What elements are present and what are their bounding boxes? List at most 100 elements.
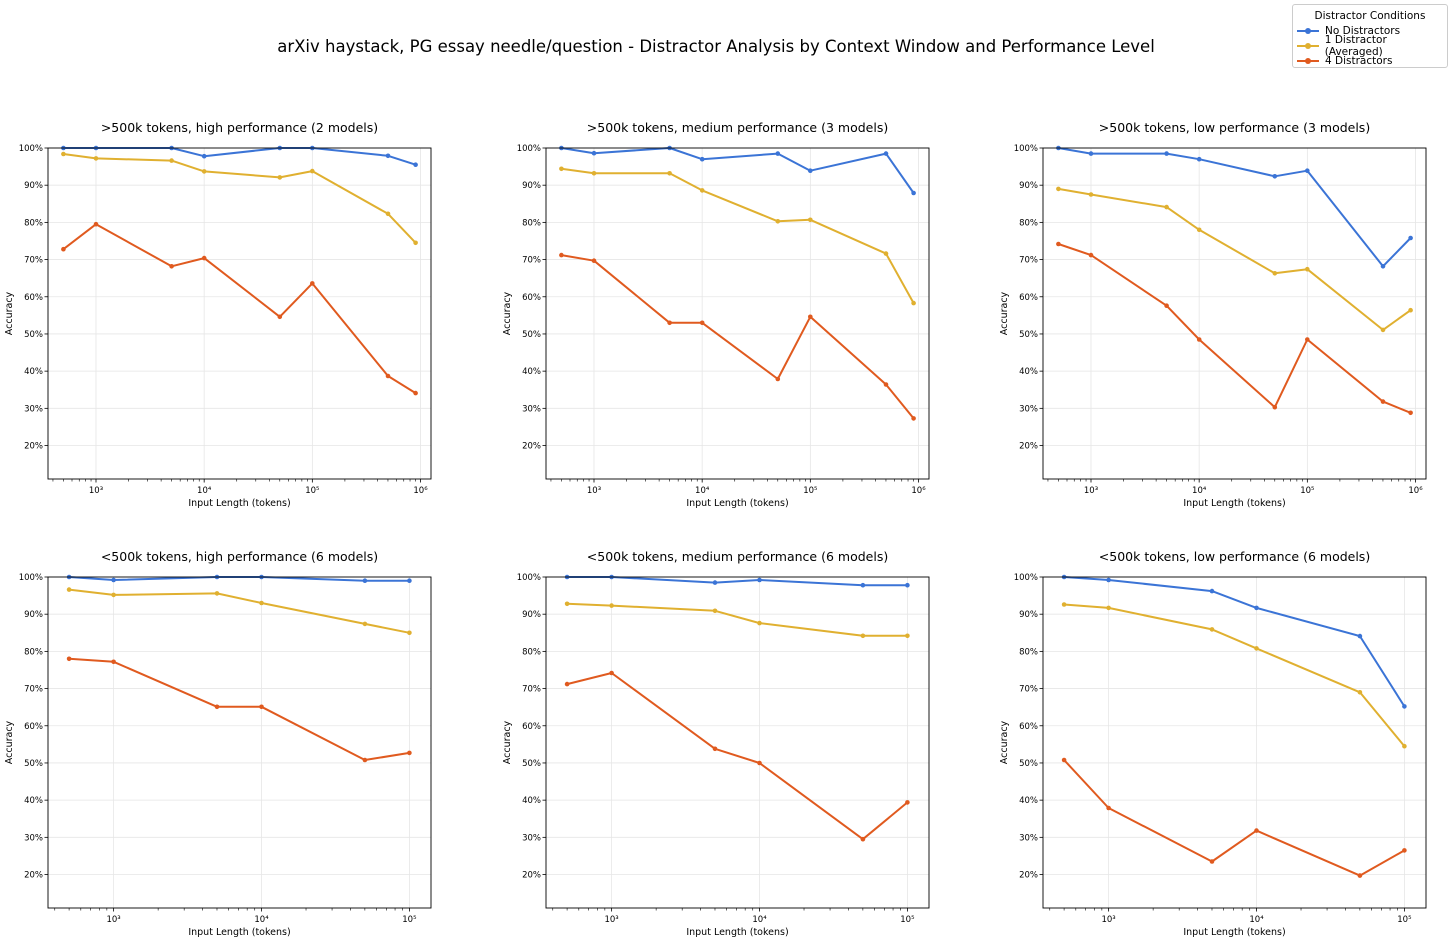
y-tick-label: 70% xyxy=(522,256,541,266)
y-axis-label: Accuracy xyxy=(4,291,15,335)
y-tick-label: 100% xyxy=(1014,573,1038,583)
y-tick-label: 50% xyxy=(522,330,541,340)
x-axis-label: Input Length (tokens) xyxy=(686,927,788,938)
series-line-4-distractors xyxy=(1063,759,1405,877)
data-point-no-distractors xyxy=(1402,704,1407,709)
data-point-4-distractors xyxy=(201,255,207,261)
data-point-4-distractors xyxy=(905,800,910,805)
data-point-1-distractor-averaged xyxy=(1056,186,1061,192)
legend-item-no-distractors: No Distractors xyxy=(1293,23,1447,38)
y-tick-label: 40% xyxy=(1019,796,1038,806)
data-point-1-distractor-averaged xyxy=(61,151,66,157)
data-point-1-distractor-averaged xyxy=(1254,646,1259,651)
y-axis-label: Accuracy xyxy=(4,720,15,764)
data-point-no-distractors xyxy=(712,580,718,585)
series-line-1-distractor-averaged xyxy=(68,588,410,634)
y-tick-label: 50% xyxy=(1019,759,1038,769)
data-point-4-distractors xyxy=(757,760,762,766)
data-point-4-distractors xyxy=(699,320,705,326)
y-tick-label: 20% xyxy=(522,871,541,881)
y-tick-label: 90% xyxy=(1019,610,1038,620)
y-tick-label: 50% xyxy=(522,759,541,769)
y-axis-label: Accuracy xyxy=(502,291,513,335)
data-point-4-distractors xyxy=(559,252,564,258)
y-axis-label: Accuracy xyxy=(999,720,1010,764)
y-tick-label: 60% xyxy=(1019,293,1038,303)
y-tick-label: 20% xyxy=(522,442,541,452)
y-tick-label: 100% xyxy=(517,573,541,583)
y-tick-label: 90% xyxy=(522,610,541,620)
data-point-4-distractors xyxy=(61,246,66,252)
chart-panel-5: <500k tokens, medium performance (6 mode… xyxy=(502,549,930,938)
data-point-1-distractor-averaged xyxy=(413,240,418,246)
y-tick-label: 40% xyxy=(522,367,541,377)
y-tick-label: 30% xyxy=(24,833,43,843)
data-point-4-distractors xyxy=(259,704,264,710)
data-point-1-distractor-averaged xyxy=(362,621,368,627)
data-point-no-distractors xyxy=(1305,168,1310,173)
y-tick-label: 50% xyxy=(1019,330,1038,340)
legend-swatch-no-distractors xyxy=(1297,26,1319,36)
y-tick-label: 70% xyxy=(1019,256,1038,266)
x-tick-label: 10⁵ xyxy=(402,915,416,925)
data-point-no-distractors xyxy=(1209,588,1215,594)
data-point-no-distractors xyxy=(1380,264,1386,269)
data-point-no-distractors xyxy=(1408,235,1413,241)
data-point-4-distractors xyxy=(564,681,570,687)
chart-title: <500k tokens, high performance (6 models… xyxy=(101,549,378,564)
data-point-no-distractors xyxy=(362,578,368,583)
data-point-1-distractor-averaged xyxy=(201,169,207,174)
series-line-1-distractor-averaged xyxy=(1064,603,1406,747)
data-point-1-distractor-averaged xyxy=(564,601,570,607)
legend-title: Distractor Conditions xyxy=(1314,10,1426,22)
series-line-4-distractors xyxy=(62,223,417,394)
data-point-1-distractor-averaged xyxy=(591,171,597,176)
x-tick-label: 10³ xyxy=(1084,486,1098,496)
x-tick-label: 10⁵ xyxy=(305,486,319,496)
x-axis-label: Input Length (tokens) xyxy=(1183,498,1285,509)
plot-frame xyxy=(47,147,432,480)
legend-label-no-distractors: No Distractors xyxy=(1325,24,1401,37)
data-point-4-distractors xyxy=(1380,399,1386,404)
chart-panel-3: >500k tokens, low performance (3 models)… xyxy=(999,120,1427,509)
chart-panel-1: >500k tokens, high performance (2 models… xyxy=(4,120,432,509)
x-tick-label: 10⁴ xyxy=(254,915,269,925)
x-tick-label: 10⁶ xyxy=(911,486,926,496)
data-point-no-distractors xyxy=(905,582,910,588)
y-tick-label: 30% xyxy=(24,404,43,414)
data-point-4-distractors xyxy=(277,314,283,320)
data-point-1-distractor-averaged xyxy=(385,211,391,217)
data-point-no-distractors xyxy=(591,150,597,156)
data-point-4-distractors xyxy=(1254,828,1259,833)
data-point-1-distractor-averaged xyxy=(1380,327,1386,333)
data-point-4-distractors xyxy=(911,416,916,421)
data-point-1-distractor-averaged xyxy=(310,168,315,174)
data-point-1-distractor-averaged xyxy=(808,217,813,223)
y-axis-label: Accuracy xyxy=(999,291,1010,335)
y-tick-label: 70% xyxy=(24,685,43,695)
legend-label-1-distractor: 1 Distractor (Averaged) xyxy=(1324,33,1387,58)
x-tick-label: 10⁴ xyxy=(197,486,212,496)
plot-frame xyxy=(545,147,930,480)
data-point-no-distractors xyxy=(407,578,412,583)
y-tick-label: 40% xyxy=(24,796,43,806)
data-point-no-distractors xyxy=(808,168,813,173)
data-point-1-distractor-averaged xyxy=(1305,266,1310,272)
y-tick-label: 100% xyxy=(517,144,541,154)
chart-title: >500k tokens, medium performance (3 mode… xyxy=(587,120,888,135)
series-line-1-distractor-averaged xyxy=(1058,187,1412,331)
y-axis-label: Accuracy xyxy=(502,720,513,764)
plot-frame xyxy=(1042,147,1427,480)
data-point-1-distractor-averaged xyxy=(1088,192,1094,197)
series-line-no-distractors xyxy=(561,147,915,194)
data-point-4-distractors xyxy=(1164,303,1169,309)
y-tick-label: 100% xyxy=(19,144,43,154)
data-point-no-distractors xyxy=(111,577,116,583)
data-point-4-distractors xyxy=(214,704,220,710)
data-point-1-distractor-averaged xyxy=(712,608,718,614)
data-point-4-distractors xyxy=(310,281,315,286)
chart-panel-2: >500k tokens, medium performance (3 mode… xyxy=(502,120,930,509)
data-point-4-distractors xyxy=(385,373,391,379)
x-tick-label: 10⁴ xyxy=(752,915,767,925)
